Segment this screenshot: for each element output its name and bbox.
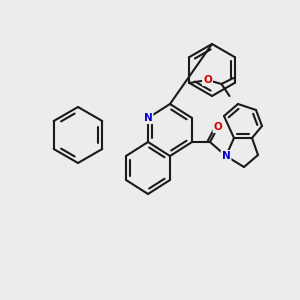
Text: O: O: [203, 75, 212, 85]
Text: O: O: [214, 122, 222, 132]
Text: N: N: [144, 113, 152, 123]
Text: N: N: [222, 151, 230, 161]
